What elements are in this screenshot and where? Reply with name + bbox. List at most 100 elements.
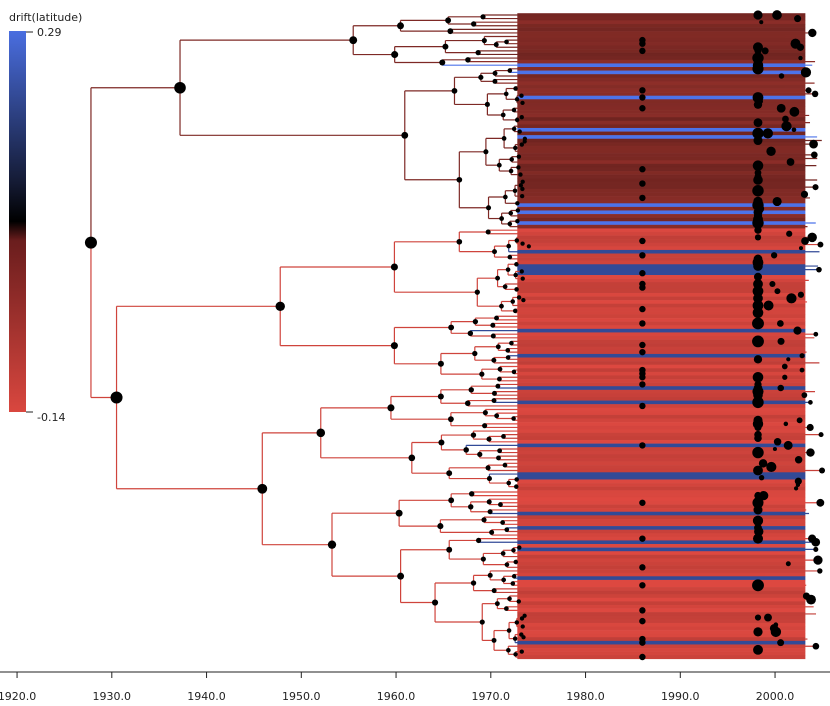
x-tick-label: 1960.0	[377, 690, 416, 703]
tree-node	[485, 465, 491, 471]
tree-node	[517, 129, 522, 134]
x-tick-label: 1940.0	[187, 690, 226, 703]
tree-node	[511, 126, 517, 132]
x-tick-label: 1950.0	[282, 690, 321, 703]
tree-node	[506, 243, 512, 249]
tree-node	[777, 320, 784, 327]
tree-node	[495, 383, 501, 389]
tree-node	[762, 128, 773, 139]
tree-node	[478, 74, 484, 80]
tree-node	[486, 499, 492, 505]
legend-min-label: -0.14	[37, 411, 65, 424]
tree-node	[794, 456, 803, 464]
tree-node	[468, 491, 475, 497]
tree-node	[316, 428, 326, 438]
tree-node	[509, 340, 514, 346]
tree-node	[480, 556, 486, 562]
tree-node	[518, 172, 523, 177]
tree-node	[516, 154, 522, 159]
tree-node	[639, 442, 646, 449]
tree-node	[508, 168, 514, 174]
tree-node	[819, 467, 826, 474]
tree-node	[479, 371, 485, 377]
tree-node	[442, 43, 449, 50]
tree-node	[496, 455, 501, 461]
tree-node	[506, 628, 512, 633]
tree-node	[84, 236, 97, 249]
tree-node	[515, 208, 521, 213]
tree-node	[764, 613, 772, 622]
tree-node	[766, 461, 777, 472]
tree-node	[519, 193, 525, 199]
tree-node	[498, 502, 503, 507]
tree-node	[499, 303, 504, 309]
tree-node	[519, 142, 524, 147]
tree-node	[800, 190, 809, 198]
tree-node	[800, 67, 812, 78]
tree-node	[639, 617, 646, 625]
tree-node	[752, 446, 764, 459]
tree-node	[502, 284, 508, 290]
tree-node	[502, 194, 508, 200]
tree-node	[752, 217, 764, 229]
tree-node	[753, 627, 763, 637]
tree-node	[639, 180, 646, 187]
tree-node	[511, 574, 517, 579]
tree-node	[752, 317, 764, 330]
tree-node	[485, 229, 491, 235]
tree-node	[470, 432, 477, 438]
tree-node	[801, 392, 808, 399]
tree-node	[753, 261, 763, 271]
tree-node	[809, 139, 818, 149]
tree-node	[816, 266, 822, 273]
tree-node	[754, 526, 764, 537]
tree-node	[639, 374, 646, 381]
tree-node	[484, 101, 490, 107]
tree-node	[467, 330, 474, 337]
tree-node	[754, 614, 762, 621]
tree-node	[445, 17, 452, 24]
tree-node	[456, 176, 463, 183]
tree-node	[794, 477, 802, 485]
tree-node	[759, 20, 764, 25]
tree-node	[789, 106, 800, 117]
tree-node	[509, 157, 514, 162]
tree-node	[639, 166, 646, 173]
tree-node	[753, 10, 763, 20]
tree-node	[813, 546, 819, 552]
tree-node	[110, 391, 123, 404]
tree-node	[514, 97, 520, 102]
tree-node	[487, 572, 493, 578]
tip-bands	[517, 13, 806, 660]
tree-node	[257, 483, 268, 494]
tree-node	[468, 387, 474, 393]
tree-node	[387, 404, 395, 412]
tree-node	[639, 40, 646, 47]
tree-node	[753, 136, 763, 146]
tree-node	[486, 205, 492, 211]
tree-node	[446, 546, 453, 553]
tree-node	[754, 434, 762, 443]
tree-node	[758, 459, 768, 468]
tree-node	[513, 272, 518, 278]
tree-node	[451, 87, 458, 94]
tree-node	[492, 249, 497, 255]
tree-node	[793, 486, 799, 491]
tree-node	[397, 22, 404, 30]
tree-node	[481, 37, 487, 44]
tree-node	[472, 350, 478, 357]
tree-node	[516, 599, 521, 604]
tree-node	[494, 601, 500, 607]
tree-node	[512, 308, 518, 314]
tree-node	[408, 454, 416, 462]
tree-node	[786, 293, 797, 304]
tree-node	[770, 626, 782, 638]
tree-node	[805, 87, 812, 94]
tree-node	[796, 417, 803, 424]
tree-node	[808, 400, 813, 405]
tree-node	[500, 112, 506, 118]
tree-node	[639, 639, 646, 646]
tree-node	[772, 10, 782, 20]
tree-node	[491, 588, 497, 594]
